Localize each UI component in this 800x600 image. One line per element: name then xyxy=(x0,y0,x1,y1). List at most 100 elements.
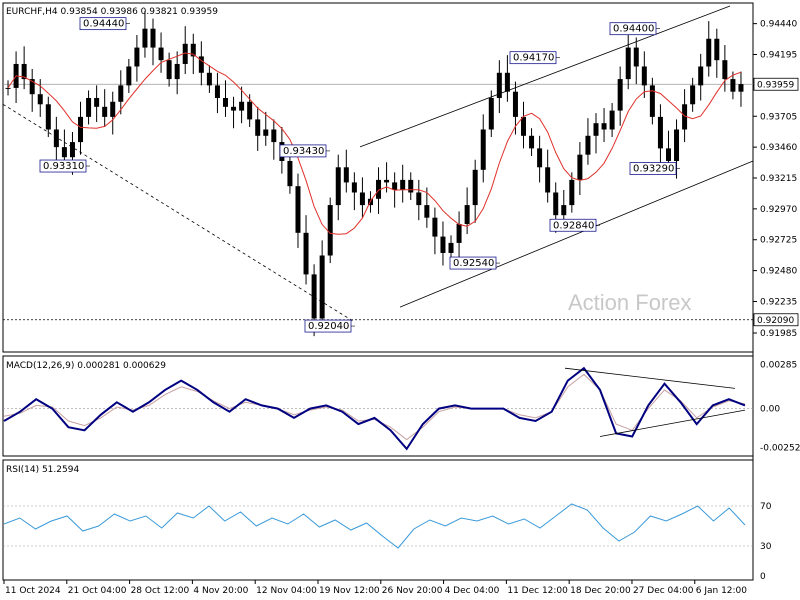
candle-body xyxy=(392,182,398,190)
candle-body xyxy=(61,147,67,158)
candle-body xyxy=(593,123,599,136)
price-tick-label: 0.92725 xyxy=(760,236,797,246)
candle-body xyxy=(78,116,84,143)
candle-body xyxy=(722,60,728,80)
annotation-label: 0.92540 xyxy=(453,258,494,269)
candle-body xyxy=(166,60,172,80)
candle-body xyxy=(674,129,680,161)
candle-body xyxy=(118,85,124,102)
x-tick-label: 27 Dec 04:00 xyxy=(633,586,694,596)
x-tick-label: 18 Dec 20:00 xyxy=(570,586,631,596)
candle-body xyxy=(521,116,527,136)
x-tick-label: 26 Nov 20:00 xyxy=(382,586,443,596)
candle-body xyxy=(311,274,317,319)
candle-body xyxy=(21,63,27,80)
rsi-layer xyxy=(3,503,753,549)
candle-body xyxy=(601,123,607,130)
dashed-trend-line xyxy=(2,103,356,323)
candle-body xyxy=(69,142,75,158)
candle-body xyxy=(561,205,567,216)
rsi-label: RSI(14) 51.2594 xyxy=(6,465,79,475)
candle-body xyxy=(448,242,454,253)
candle-body xyxy=(537,148,543,168)
rsi-tick-label: 0 xyxy=(760,572,766,582)
candle-body xyxy=(657,116,663,149)
candle-body xyxy=(351,182,357,193)
current-price-box-label: 0.93959 xyxy=(757,80,794,90)
candle-body xyxy=(472,169,478,206)
candle-body xyxy=(190,43,196,57)
candle-body xyxy=(335,167,341,206)
candle-body xyxy=(424,205,430,218)
price-tick-label: 0.94195 xyxy=(760,51,797,61)
candle-body xyxy=(53,129,59,148)
candle-body xyxy=(706,38,712,67)
candle-body xyxy=(359,192,365,206)
macd-triangle-lower xyxy=(599,409,746,437)
candle-body xyxy=(665,148,671,161)
candle-body xyxy=(488,97,494,130)
price-tick-label: 0.94440 xyxy=(760,20,797,30)
price-tick-label: 0.92235 xyxy=(760,297,797,307)
candle-body xyxy=(512,91,518,117)
x-tick-label: 21 Oct 04:00 xyxy=(68,586,127,596)
candle-body xyxy=(577,154,583,180)
annotation-label: 0.94400 xyxy=(613,24,654,35)
candle-body xyxy=(45,104,51,130)
support-price-box-label: 0.92090 xyxy=(757,316,794,326)
candle-body xyxy=(150,28,156,48)
x-tick-label: 12 Nov 04:00 xyxy=(256,586,317,596)
candle-body xyxy=(239,101,245,111)
rsi-tick-label: 30 xyxy=(760,542,772,552)
candle-body xyxy=(86,97,92,117)
candle-body xyxy=(633,47,639,67)
candle-body xyxy=(714,38,720,61)
channel-upper-line xyxy=(359,5,731,148)
candle-body xyxy=(553,192,559,216)
candle-body xyxy=(214,85,220,98)
candle-body xyxy=(625,47,631,80)
channel-lower-line xyxy=(399,160,754,308)
candle-body xyxy=(303,232,309,275)
candle-body xyxy=(730,79,736,92)
candle-body xyxy=(319,255,325,319)
rsi-tick-label: 70 xyxy=(760,502,772,512)
price-layer: 0.94440 0.93310 0.93430 0.92040 0.92540 0.941… xyxy=(2,5,754,337)
candle-body xyxy=(682,104,688,130)
macd-tick-label: 0.00285 xyxy=(760,360,797,370)
rsi-pane-frame xyxy=(2,459,754,581)
candle-body xyxy=(37,94,43,105)
macd-pane-frame xyxy=(2,355,754,457)
candle-body xyxy=(287,160,293,187)
candle-body xyxy=(158,47,164,61)
x-tick-label: 28 Oct 12:00 xyxy=(131,586,190,596)
candle-body xyxy=(464,205,470,224)
support-price-box xyxy=(753,313,799,327)
candle-body xyxy=(263,129,269,136)
current-price-box xyxy=(753,77,799,91)
candle-body xyxy=(255,119,261,136)
rsi-line xyxy=(3,503,746,549)
x-tick-label: 4 Dec 04:00 xyxy=(445,586,500,596)
x-tick-label: 11 Oct 2024 xyxy=(5,586,61,596)
candle-body xyxy=(617,79,623,111)
candle-body xyxy=(690,85,696,105)
candle-body xyxy=(738,84,744,92)
candle-body xyxy=(327,205,333,256)
annotation-label: 0.92840 xyxy=(553,220,594,231)
candle-body xyxy=(609,110,615,130)
candle-body xyxy=(698,66,704,86)
symbol-header: EURCHF,H4 0.93854 0.93986 0.93821 0.9395… xyxy=(6,7,218,17)
candle-body xyxy=(295,186,301,233)
candle-body xyxy=(408,179,414,193)
macd-triangle-upper xyxy=(564,367,736,389)
candle-body xyxy=(416,192,422,206)
x-tick-label: 19 Nov 12:00 xyxy=(319,586,380,596)
annotation-label: 0.94170 xyxy=(513,53,554,64)
axis-layer: 0.944400.941950.939500.937050.934600.932… xyxy=(3,20,800,596)
candle-body xyxy=(432,217,438,237)
price-tick-label: 0.93215 xyxy=(760,174,797,184)
price-tick-label: 0.93460 xyxy=(760,143,797,153)
macd-layer xyxy=(3,366,753,451)
